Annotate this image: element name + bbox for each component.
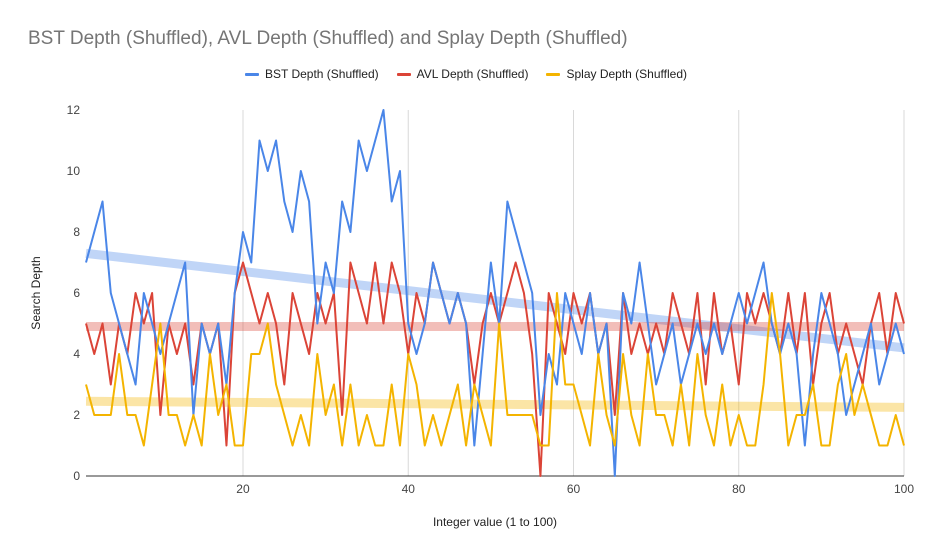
x-tick-label: 60 [567, 482, 581, 496]
legend-item: Splay Depth (Shuffled) [546, 67, 687, 81]
series-line [85, 261, 905, 477]
y-tick-label: 10 [67, 164, 81, 178]
y-tick-label: 2 [73, 408, 80, 422]
y-axis-title: Search Depth [29, 256, 43, 329]
trendline [85, 396, 905, 412]
y-tick-label: 12 [67, 103, 81, 117]
x-tick-label: 20 [236, 482, 250, 496]
y-tick-label: 8 [73, 225, 80, 239]
trendline [85, 248, 905, 353]
x-tick-label: 80 [732, 482, 746, 496]
x-axis-title: Integer value (1 to 100) [433, 515, 557, 529]
series-line [85, 292, 905, 447]
legend-label: Splay Depth (Shuffled) [566, 67, 687, 81]
legend-label: BST Depth (Shuffled) [265, 67, 379, 81]
legend-item: BST Depth (Shuffled) [245, 67, 379, 81]
x-tick-label: 40 [402, 482, 416, 496]
legend-item: AVL Depth (Shuffled) [396, 67, 529, 81]
legend-swatch [396, 72, 411, 76]
series-line [85, 109, 905, 477]
legend-label: AVL Depth (Shuffled) [416, 67, 529, 81]
y-tick-label: 4 [73, 347, 80, 361]
legend-swatch [546, 72, 561, 76]
y-tick-label: 6 [73, 286, 80, 300]
x-tick-label: 100 [894, 482, 914, 496]
chart-legend: BST Depth (Shuffled) AVL Depth (Shuffled)… [0, 67, 932, 81]
y-tick-label: 0 [73, 469, 80, 483]
legend-swatch [245, 72, 259, 76]
chart-title: BST Depth (Shuffled), AVL Depth (Shuffle… [28, 28, 628, 49]
